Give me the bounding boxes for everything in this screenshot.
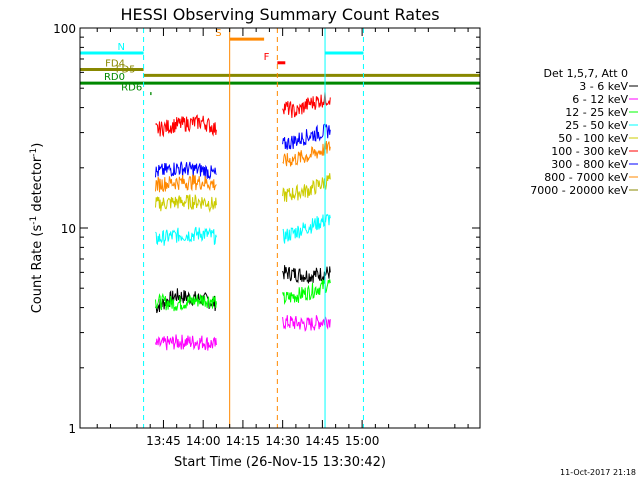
series-line-300-800- [282,122,331,150]
series-line-3-6- [282,265,331,284]
x-tick-label: 13:45 [146,434,181,448]
series-line-6-12- [282,315,331,332]
series-line-12-25- [282,279,331,306]
x-tick-label: 14:15 [226,434,261,448]
flag-label-rd6: RD6 [121,83,142,94]
legend-item-label: 6 - 12 keV [572,93,628,106]
x-tick-label: 14:00 [186,434,221,448]
chart-title: HESSI Observing Summary Count Rates [120,5,439,24]
y-tick-label: 1 [68,422,76,436]
x-tick-label: 14:45 [305,434,340,448]
tick-layer: 13:45 14:00 14:15 14:30 14:45 15:00 1 10 100 [53,22,480,448]
x-tick-label: 15:00 [345,434,380,448]
flag-label-rd0: RD0 [104,72,125,83]
series-layer [155,91,331,351]
legend-item-label: 12 - 25 keV [565,106,628,119]
legend-item-label: 800 - 7000 keV [544,171,628,184]
y-axis-label-end: ) [30,143,45,148]
flag-label-fd4: FD4 [105,59,125,70]
vline-layer [143,28,364,428]
series-line-300-800- [155,161,217,180]
series-line-6-12- [155,334,217,351]
y-tick-label: 10 [61,222,76,236]
flag-label-fd5: FD5 [116,64,136,75]
legend-item-label: 300 - 800 keV [551,158,628,171]
x-tick-label: 14:30 [265,434,300,448]
series-line-12-25- [155,292,217,312]
flag-label-s: S [215,28,221,39]
y-axis-label-main: Count Rate (s [30,225,45,314]
legend-item-label: 3 - 6 keV [579,80,628,93]
legend-item-label: 25 - 50 keV [565,119,628,132]
legend-title: Det 1,5,7, Att 0 [544,67,628,80]
series-line-100-300- [282,91,331,118]
legend-item-label: 7000 - 20000 keV [530,184,628,197]
y-axis-label-sup2: -1 [29,148,39,157]
series-line-800-7000- [155,174,217,193]
flag-label-n: N [118,42,125,53]
series-line-25-50- [155,226,217,246]
footer-timestamp: 11-Oct-2017 21:18 [560,468,636,477]
y-axis-label-mid: detector [30,156,45,216]
y-tick-label: 100 [53,22,76,36]
series-line-50-100- [155,194,217,213]
series-line-800-7000- [282,140,331,167]
x-axis-label: Start Time (26-Nov-15 13:30:42) [174,455,386,470]
flag-label-f: F [264,52,270,63]
legend-item-label: 100 - 300 keV [551,145,628,158]
legend-item-label: 50 - 100 keV [558,132,628,145]
y-axis-label: Count Rate (s-1 detector-1) [29,143,45,314]
series-line-25-50- [282,213,331,244]
series-line-50-100- [282,173,331,203]
y-axis-label-sup1: -1 [29,216,39,225]
series-line-100-300- [155,114,217,138]
